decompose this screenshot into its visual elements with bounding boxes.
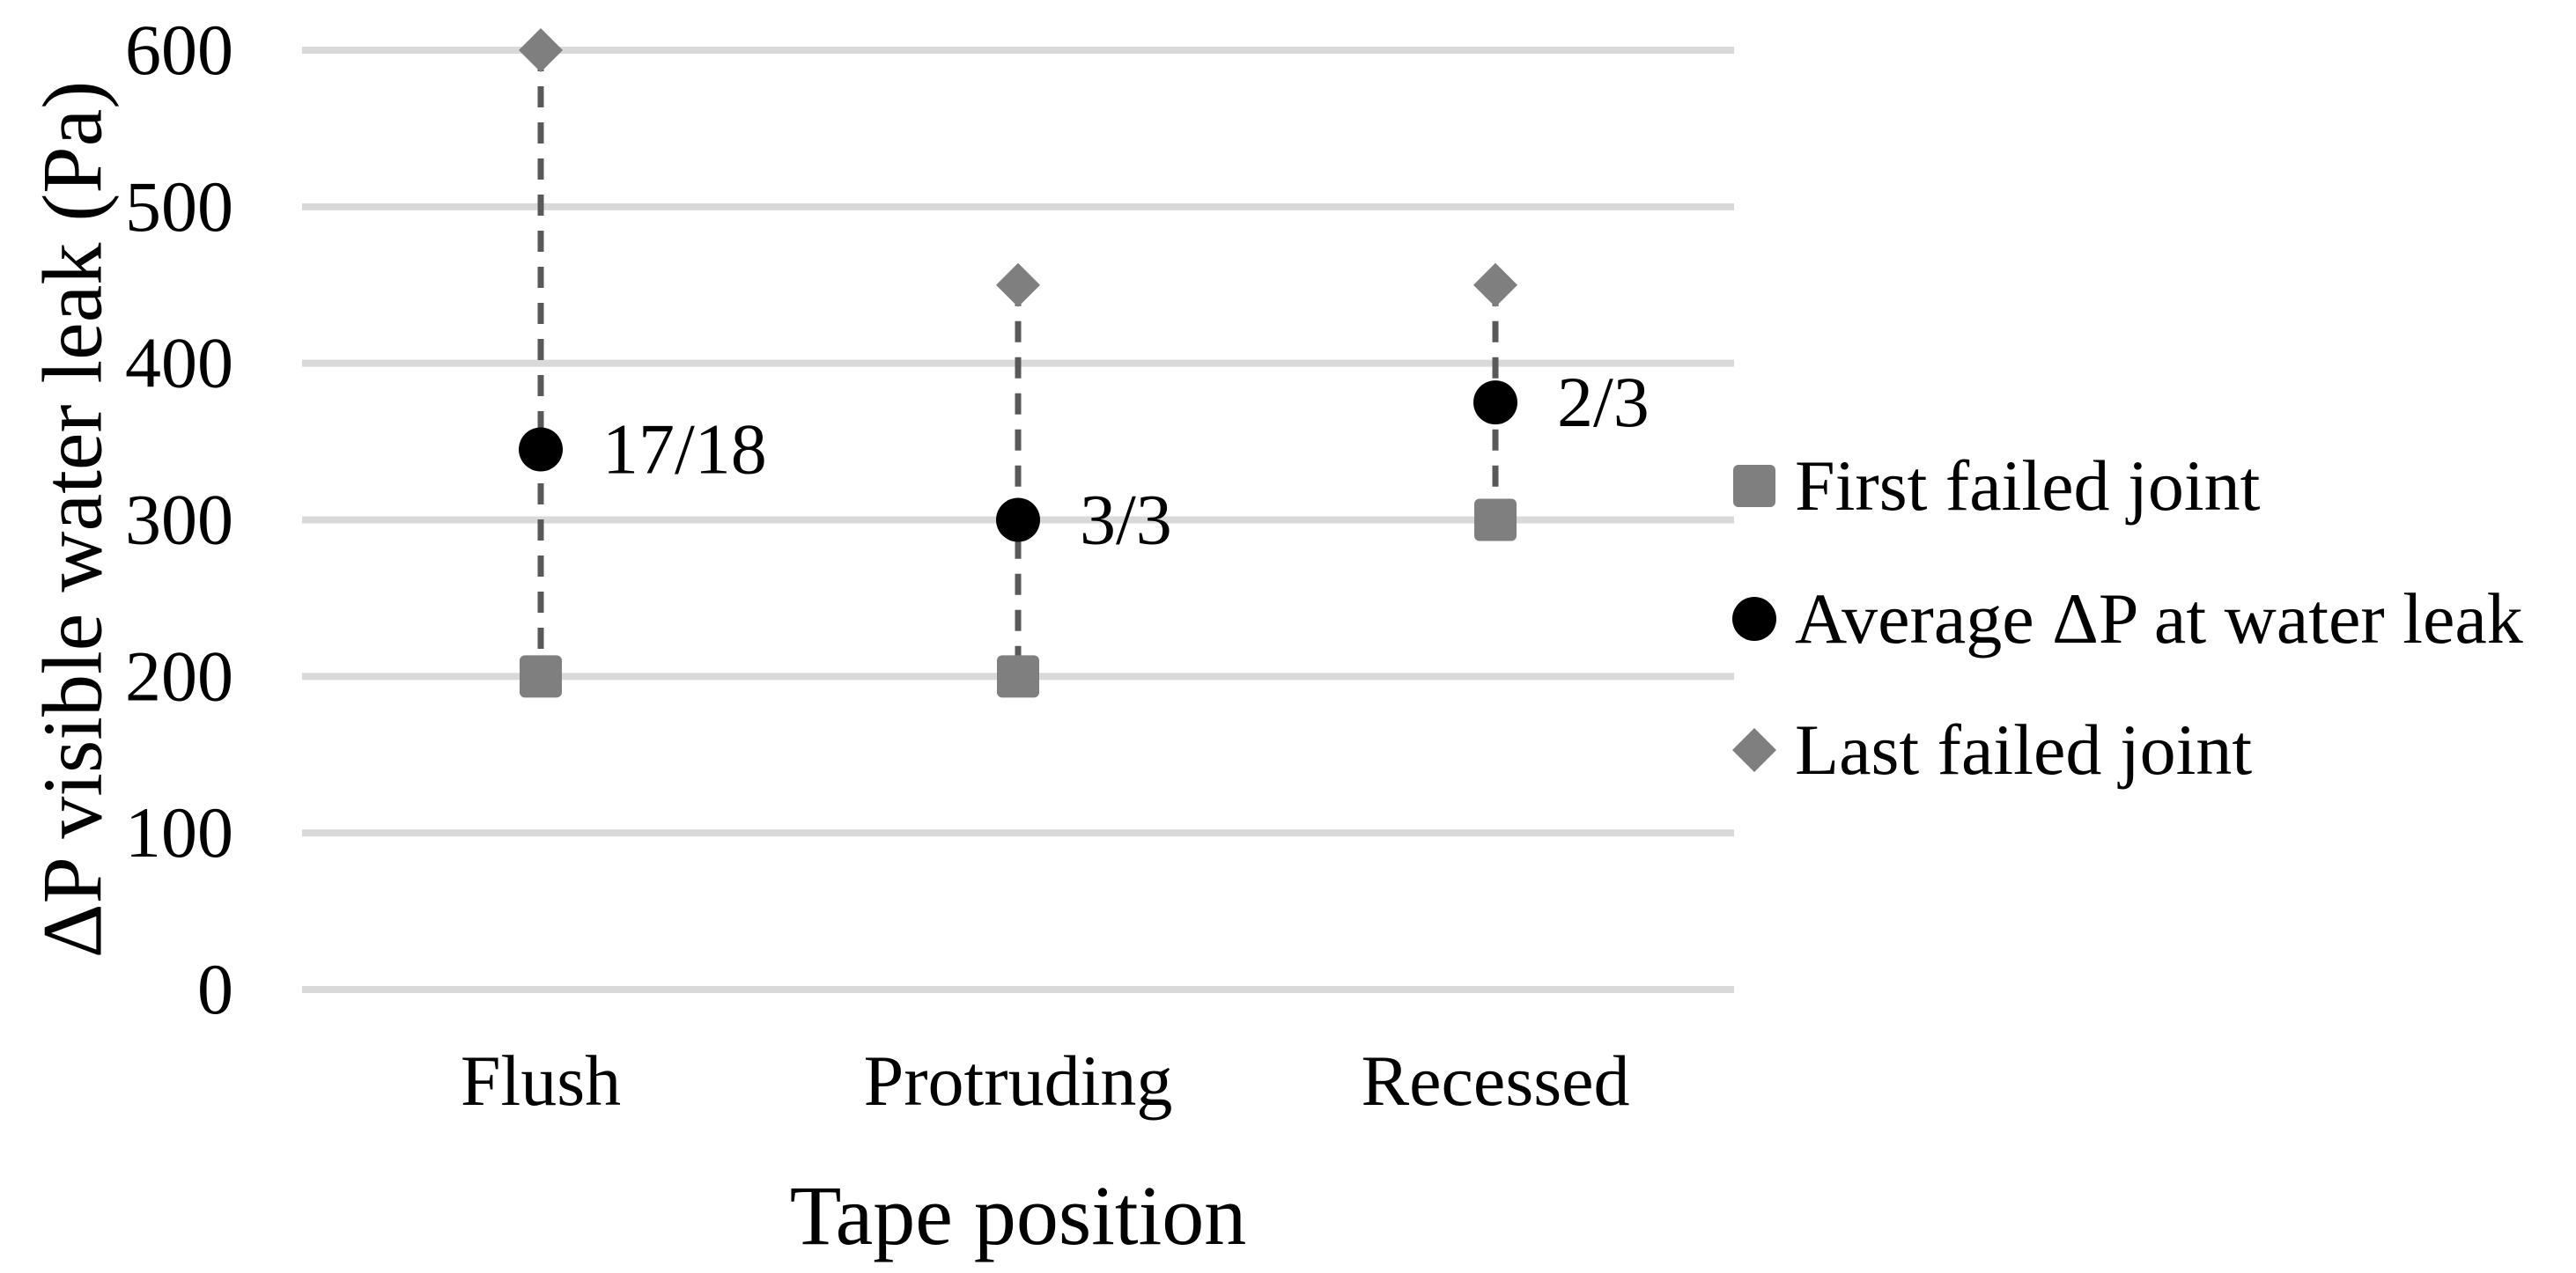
- legend-marker-first-failed-joint: [1733, 465, 1775, 507]
- marker-diamond-recessed: [1473, 262, 1517, 307]
- x-category-label-flush: Flush: [461, 1041, 621, 1121]
- x-category-label-recessed: Recessed: [1361, 1041, 1629, 1121]
- y-tick-label-200: 200: [125, 636, 233, 716]
- data-label-flush: 17/18: [602, 409, 767, 489]
- y-tick-label-500: 500: [125, 166, 233, 247]
- y-tick-label-300: 300: [125, 480, 233, 560]
- data-label-recessed: 2/3: [1557, 362, 1650, 442]
- legend-marker-last-failed-joint: [1732, 728, 1776, 772]
- marker-square-recessed: [1474, 498, 1517, 541]
- y-tick-label-600: 600: [125, 10, 233, 90]
- marker-diamond-protruding: [996, 262, 1040, 307]
- marker-circle-protruding: [996, 497, 1040, 542]
- marker-square-flush: [520, 655, 562, 698]
- y-tick-label-400: 400: [125, 323, 233, 403]
- legend-marker-average-p-at-water-leak: [1732, 597, 1776, 641]
- marker-diamond-flush: [519, 28, 563, 72]
- x-category-label-protruding: Protruding: [864, 1041, 1173, 1121]
- legend-label-last-failed-joint: Last failed joint: [1795, 710, 2252, 790]
- legend-label-average-p-at-water-leak: Average ΔP at water leak: [1795, 578, 2523, 659]
- y-tick-label-0: 0: [197, 949, 233, 1029]
- y-axis-title: ΔP visible water leak (Pa): [25, 80, 120, 959]
- x-axis-title: Tape position: [789, 1168, 1247, 1262]
- data-label-protruding: 3/3: [1080, 480, 1172, 560]
- y-tick-label-100: 100: [125, 792, 233, 872]
- legend-label-first-failed-joint: First failed joint: [1795, 445, 2261, 526]
- marker-circle-flush: [519, 427, 563, 472]
- marker-square-protruding: [997, 655, 1039, 698]
- marker-circle-recessed: [1473, 380, 1517, 425]
